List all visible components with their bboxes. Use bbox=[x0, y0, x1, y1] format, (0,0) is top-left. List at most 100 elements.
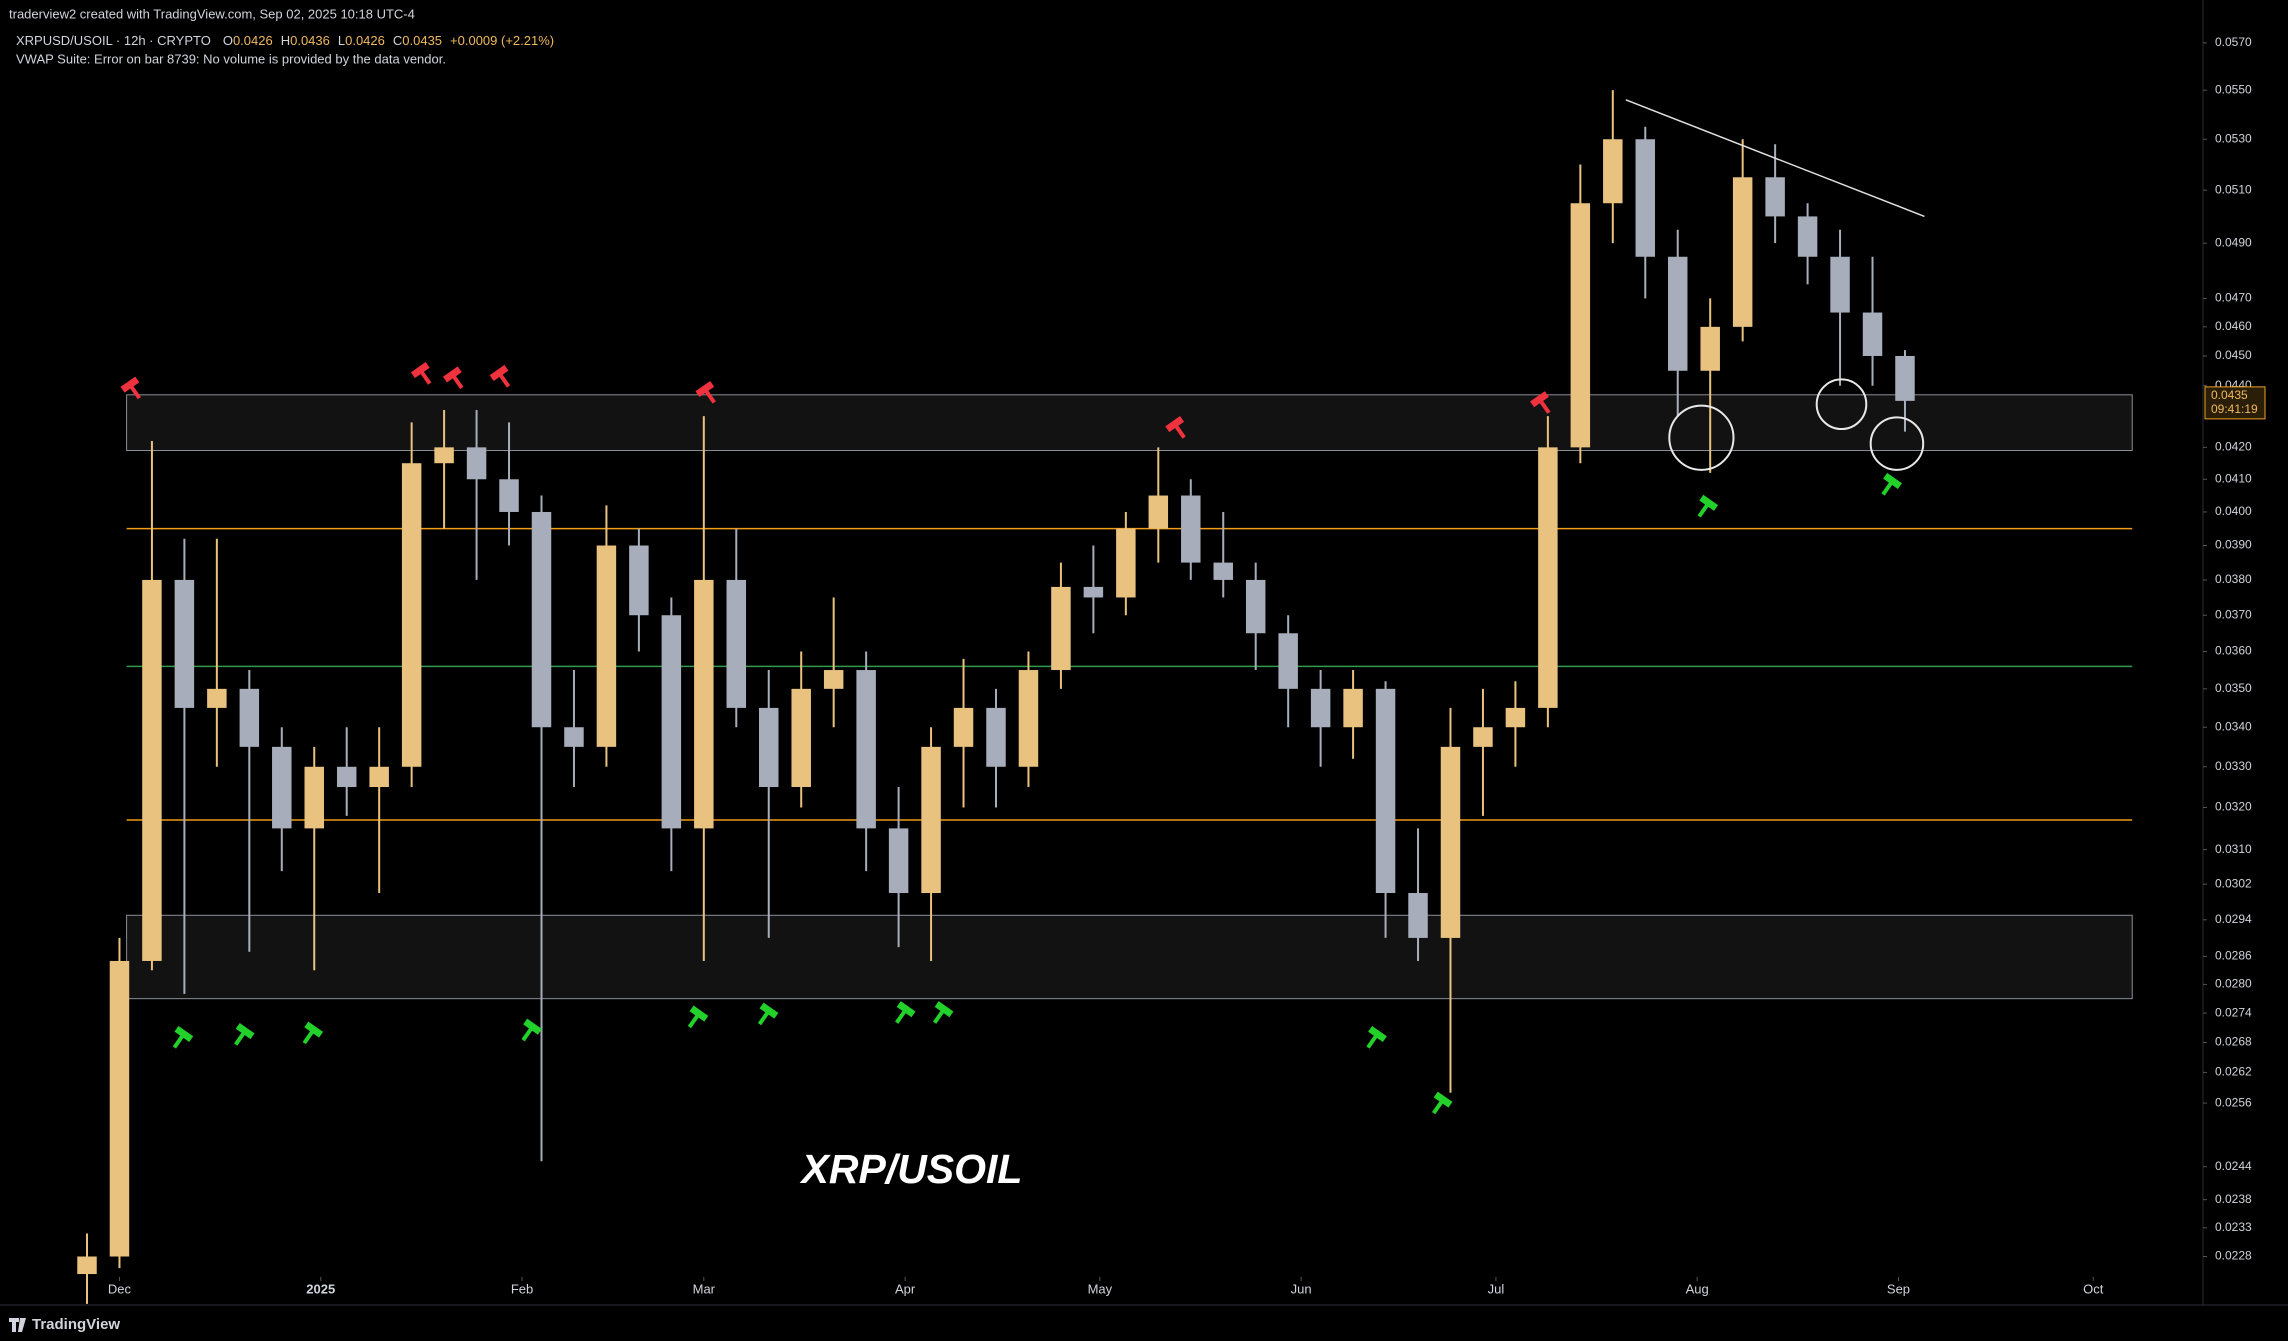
signal-marker bbox=[687, 1005, 709, 1029]
x-tick-label: Feb bbox=[511, 1281, 533, 1296]
created-by: traderview2 created with TradingView.com… bbox=[9, 6, 415, 21]
candle-body bbox=[1116, 528, 1136, 598]
x-tick-label: Apr bbox=[895, 1281, 916, 1296]
countdown: 09:41:19 bbox=[2211, 402, 2258, 416]
signal-head bbox=[235, 1023, 255, 1040]
signal-marker bbox=[757, 1002, 779, 1026]
candle-body bbox=[921, 746, 941, 894]
signal-marker bbox=[1165, 416, 1186, 439]
signal-head bbox=[489, 364, 509, 381]
signal-marker bbox=[172, 1025, 194, 1049]
y-tick-label: 0.0450 bbox=[2215, 348, 2252, 362]
candle-body bbox=[1083, 586, 1104, 598]
candle-body bbox=[1408, 893, 1428, 938]
price-axis-bg bbox=[2203, 0, 2288, 1341]
candle-body bbox=[564, 727, 584, 747]
candle-body bbox=[1505, 707, 1526, 728]
signal-handle bbox=[932, 1010, 945, 1024]
signal-marker bbox=[1697, 494, 1719, 518]
signal-handle bbox=[521, 1027, 533, 1042]
y-tick-label: 0.0274 bbox=[2215, 1005, 2252, 1019]
candle-body bbox=[1278, 633, 1298, 689]
legend: XRPUSD/USOIL · 12h · CRYPTO O0.0426 H0.043… bbox=[16, 33, 554, 48]
signal-marker bbox=[120, 376, 141, 400]
candle-body bbox=[1830, 256, 1850, 313]
ohlc-value: 0.0436 bbox=[290, 33, 330, 48]
y-tick-label: 0.0510 bbox=[2215, 182, 2252, 196]
signal-handle bbox=[420, 370, 432, 385]
signal-handle bbox=[498, 373, 511, 388]
candle-body bbox=[1375, 688, 1396, 894]
candle-body bbox=[434, 447, 454, 464]
signal-head bbox=[1699, 494, 1719, 511]
y-tick-label: 0.0302 bbox=[2215, 876, 2252, 890]
ohlc-value: 0.0435 bbox=[402, 33, 442, 48]
signal-head bbox=[304, 1021, 324, 1038]
signal-handle bbox=[687, 1014, 700, 1029]
signal-head bbox=[759, 1002, 779, 1019]
candle-body bbox=[239, 688, 260, 747]
x-tick-label: Aug bbox=[1686, 1281, 1709, 1296]
x-tick-label: Jul bbox=[1488, 1281, 1505, 1296]
candle-body bbox=[1440, 746, 1461, 938]
signal-marker bbox=[932, 1001, 954, 1024]
y-tick-label: 0.0490 bbox=[2215, 235, 2252, 249]
signal-head bbox=[174, 1025, 194, 1043]
signal-marker bbox=[1366, 1025, 1387, 1049]
ohlc-key: L bbox=[338, 33, 345, 48]
signal-marker bbox=[695, 380, 716, 404]
candle-body bbox=[1213, 562, 1233, 580]
candle-body bbox=[1181, 495, 1201, 563]
signal-handle bbox=[234, 1031, 246, 1046]
y-tick-label: 0.0350 bbox=[2215, 681, 2252, 695]
x-tick-label: Jun bbox=[1291, 1281, 1312, 1296]
x-tick-label: Oct bbox=[2083, 1281, 2104, 1296]
x-tick-label: Mar bbox=[693, 1281, 716, 1296]
signal-handle bbox=[1881, 481, 1893, 496]
candle-body bbox=[726, 579, 747, 708]
signal-head bbox=[896, 1001, 916, 1018]
symbol: XRPUSD/USOIL · 12h · CRYPTO bbox=[16, 33, 211, 48]
signal-handle bbox=[129, 385, 141, 400]
ohlc-key: H bbox=[281, 33, 290, 48]
signal-head bbox=[523, 1018, 542, 1035]
signal-marker bbox=[1432, 1091, 1453, 1115]
candle-body bbox=[694, 579, 714, 829]
y-tick-label: 0.0262 bbox=[2215, 1065, 2252, 1079]
candle-body bbox=[823, 670, 844, 689]
signal-head bbox=[1165, 416, 1185, 433]
signal-head bbox=[1883, 472, 1902, 489]
brand: TradingView bbox=[32, 1316, 120, 1333]
signal-handle bbox=[1366, 1034, 1378, 1049]
last-price-box bbox=[2204, 386, 2266, 420]
legend-text: XRPUSD/USOIL · 12h · CRYPTO O0.0426 H0.043… bbox=[16, 33, 554, 48]
signal-marker bbox=[1881, 472, 1902, 496]
signal-marker bbox=[521, 1018, 542, 1042]
y-tick-label: 0.0286 bbox=[2215, 948, 2252, 962]
signal-marker bbox=[442, 366, 464, 390]
candle-body bbox=[986, 707, 1006, 767]
candle-body bbox=[1862, 312, 1883, 356]
footer-logo: TradingView bbox=[9, 1316, 120, 1333]
ohlc-key: C bbox=[393, 33, 402, 48]
y-tick-label: 0.0530 bbox=[2215, 131, 2252, 145]
signal-handle bbox=[757, 1011, 770, 1026]
ohlc-value: 0.0426 bbox=[345, 33, 385, 48]
candle-body bbox=[1538, 447, 1558, 708]
y-tick-label: 0.0550 bbox=[2215, 82, 2252, 96]
candle-body bbox=[109, 960, 130, 1257]
candle-body bbox=[304, 766, 324, 829]
y-tick-label: 0.0410 bbox=[2215, 471, 2252, 485]
candle-body bbox=[1700, 326, 1720, 371]
y-tick-label: 0.0294 bbox=[2215, 912, 2252, 926]
candle-body bbox=[1148, 495, 1169, 529]
signal-marker bbox=[302, 1021, 324, 1045]
y-tick-label: 0.0310 bbox=[2215, 842, 2252, 856]
circle-annotation bbox=[1668, 404, 1735, 471]
ohlc-key: O bbox=[223, 33, 233, 48]
signal-marker bbox=[489, 364, 511, 388]
candle-body bbox=[272, 746, 292, 829]
candle-body bbox=[856, 670, 876, 829]
